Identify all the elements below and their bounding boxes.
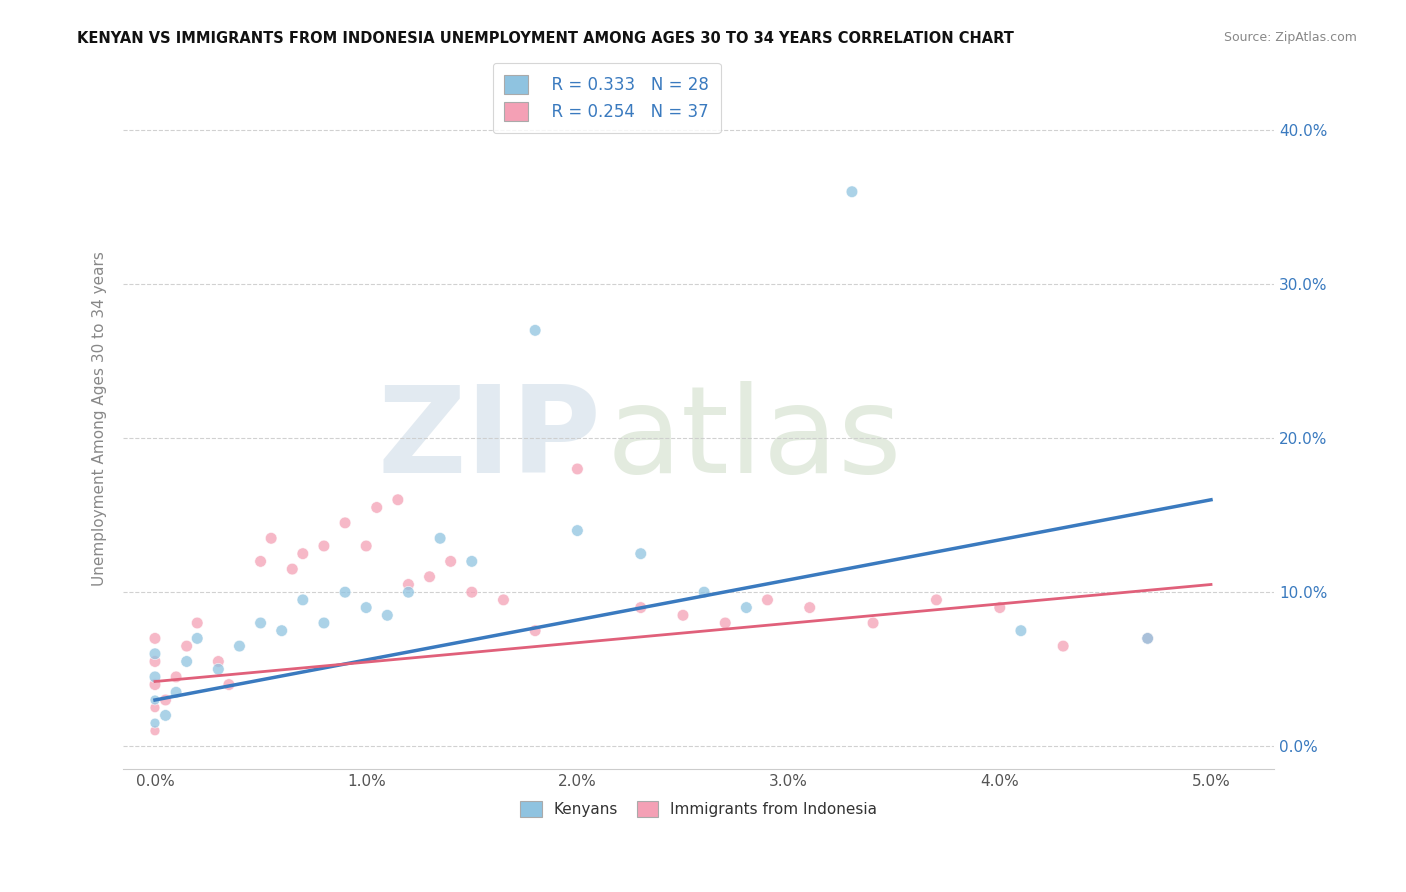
Text: atlas: atlas — [607, 382, 903, 499]
Point — [281, 562, 304, 576]
Point — [440, 554, 463, 568]
Legend: Kenyans, Immigrants from Indonesia: Kenyans, Immigrants from Indonesia — [513, 794, 884, 825]
Point — [396, 585, 419, 599]
Point — [756, 593, 779, 607]
Point — [270, 624, 292, 638]
Point — [333, 585, 356, 599]
Text: KENYAN VS IMMIGRANTS FROM INDONESIA UNEMPLOYMENT AMONG AGES 30 TO 34 YEARS CORRE: KENYAN VS IMMIGRANTS FROM INDONESIA UNEM… — [77, 31, 1014, 46]
Point — [524, 323, 547, 337]
Point — [165, 670, 187, 684]
Point — [143, 655, 166, 669]
Point — [143, 647, 166, 661]
Point — [567, 462, 589, 476]
Point — [375, 608, 398, 623]
Point — [291, 547, 314, 561]
Text: Source: ZipAtlas.com: Source: ZipAtlas.com — [1223, 31, 1357, 45]
Point — [461, 585, 484, 599]
Point — [387, 492, 409, 507]
Point — [862, 615, 884, 630]
Point — [143, 716, 166, 731]
Point — [1136, 632, 1159, 646]
Point — [1010, 624, 1032, 638]
Point — [143, 723, 166, 738]
Point — [155, 708, 177, 723]
Point — [333, 516, 356, 530]
Point — [218, 677, 240, 691]
Point — [988, 600, 1011, 615]
Point — [207, 662, 229, 676]
Point — [799, 600, 821, 615]
Point — [143, 693, 166, 707]
Point — [312, 539, 335, 553]
Point — [567, 524, 589, 538]
Point — [165, 685, 187, 699]
Point — [249, 615, 271, 630]
Point — [354, 600, 377, 615]
Point — [143, 632, 166, 646]
Point — [524, 624, 547, 638]
Point — [291, 593, 314, 607]
Point — [228, 639, 250, 653]
Point — [176, 655, 198, 669]
Point — [143, 700, 166, 714]
Point — [492, 593, 515, 607]
Point — [429, 531, 451, 545]
Point — [366, 500, 388, 515]
Point — [186, 615, 208, 630]
Point — [396, 577, 419, 591]
Point — [249, 554, 271, 568]
Point — [155, 693, 177, 707]
Point — [354, 539, 377, 553]
Point — [1052, 639, 1074, 653]
Point — [186, 632, 208, 646]
Point — [207, 655, 229, 669]
Point — [672, 608, 695, 623]
Point — [1136, 632, 1159, 646]
Point — [260, 531, 283, 545]
Point — [630, 600, 652, 615]
Point — [143, 670, 166, 684]
Point — [735, 600, 758, 615]
Point — [461, 554, 484, 568]
Point — [143, 677, 166, 691]
Point — [714, 615, 737, 630]
Point — [925, 593, 948, 607]
Point — [176, 639, 198, 653]
Point — [841, 185, 863, 199]
Text: ZIP: ZIP — [377, 382, 600, 499]
Point — [693, 585, 716, 599]
Point — [312, 615, 335, 630]
Point — [419, 570, 441, 584]
Y-axis label: Unemployment Among Ages 30 to 34 years: Unemployment Among Ages 30 to 34 years — [93, 252, 107, 586]
Point — [630, 547, 652, 561]
